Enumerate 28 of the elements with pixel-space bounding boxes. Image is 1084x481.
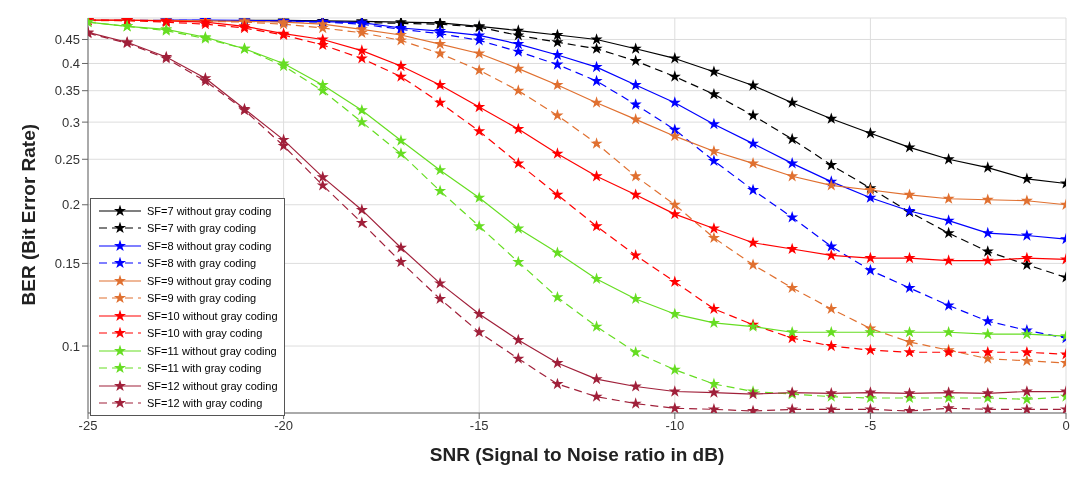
legend-label: SF=7 with gray coding [147, 222, 257, 235]
y-tick-label: 0.25 [54, 151, 80, 167]
y-tick-label: 0.4 [61, 56, 80, 72]
legend-label: SF=12 without gray coding [147, 379, 278, 392]
x-tick-label: -25 [78, 418, 98, 434]
legend-label: SF=9 with gray coding [147, 292, 257, 305]
y-tick-label: 0.45 [54, 32, 80, 48]
legend-label: SF=11 without gray coding [147, 344, 277, 357]
y-axis-title: BER (Bit Error Rate) [17, 123, 39, 306]
y-tick-label: 0.3 [61, 114, 80, 130]
legend-label: SF=8 with gray coding [147, 257, 257, 270]
legend-label: SF=12 with gray coding [147, 397, 263, 410]
x-tick-label: -10 [665, 418, 685, 434]
legend-label: SF=8 without gray coding [147, 239, 272, 252]
x-tick-label: 0 [1062, 418, 1070, 434]
legend-label: SF=7 without gray coding [147, 204, 272, 217]
x-tick-label: -5 [864, 418, 877, 434]
x-axis-title: SNR (Signal to Noise ratio in dB) [429, 444, 725, 465]
legend-label: SF=10 without gray coding [147, 309, 278, 322]
legend-label: SF=10 with gray coding [147, 327, 263, 340]
x-tick-label: -20 [274, 418, 293, 434]
legend-label: SF=11 with gray coding [147, 362, 262, 375]
y-tick-label: 0.15 [54, 256, 80, 272]
y-tick-label: 0.1 [61, 338, 80, 354]
y-tick-label: 0.35 [54, 83, 80, 99]
x-tick-label: -15 [469, 418, 489, 434]
y-tick-label: 0.2 [61, 197, 80, 213]
legend-label: SF=9 without gray coding [147, 274, 272, 287]
